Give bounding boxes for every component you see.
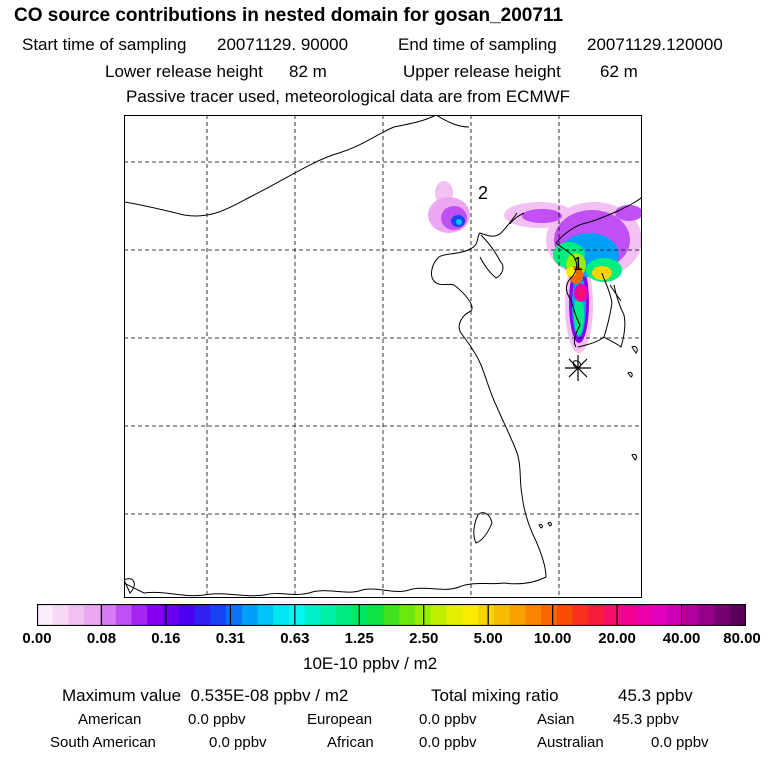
colorbar-cell bbox=[667, 604, 684, 626]
region-value-african: 0.0 ppbv bbox=[419, 734, 477, 751]
colorbar-cell bbox=[352, 604, 369, 626]
colorbar-cell bbox=[462, 604, 479, 626]
region-name-asian: Asian bbox=[537, 711, 575, 728]
colorbar-cell bbox=[163, 604, 180, 626]
colorbar-cell bbox=[478, 604, 495, 626]
max-value-line: Maximum value 0.535E-08 ppbv / m2 bbox=[62, 686, 348, 706]
region-value-european: 0.0 ppbv bbox=[419, 711, 477, 728]
end-time-label: End time of sampling bbox=[398, 35, 557, 54]
max-value-label: Maximum value bbox=[62, 686, 182, 705]
plume-1 bbox=[504, 202, 642, 353]
colorbar-cell bbox=[651, 604, 668, 626]
start-time-label: Start time of sampling bbox=[22, 35, 187, 54]
colorbar-cell bbox=[509, 604, 527, 626]
colorbar-cell bbox=[619, 604, 637, 626]
colorbar-cell bbox=[115, 604, 133, 626]
colorbar-cell bbox=[131, 604, 148, 626]
region-name-south-american: South American bbox=[50, 734, 156, 751]
plot-title: CO source contributions in nested domain… bbox=[14, 5, 564, 26]
colorbar-cell bbox=[493, 604, 511, 626]
colorbar bbox=[37, 604, 746, 626]
region-value-australian: 0.0 ppbv bbox=[651, 734, 709, 751]
asterisk-icon bbox=[565, 355, 591, 381]
colorbar-cell bbox=[100, 604, 117, 626]
colorbar-cell bbox=[84, 604, 101, 626]
colorbar-cell bbox=[430, 604, 448, 626]
colorbar-cell bbox=[304, 604, 322, 626]
colorbar-tick-label: 40.00 bbox=[662, 630, 701, 647]
colorbar-cell bbox=[525, 604, 542, 626]
colorbar-cell bbox=[730, 604, 746, 626]
total-mixing-label: Total mixing ratio bbox=[431, 686, 559, 705]
colorbar-cell bbox=[289, 604, 306, 626]
colorbar-tick-label: 5.00 bbox=[473, 630, 503, 647]
region-name-african: African bbox=[327, 734, 374, 751]
colorbar-cell bbox=[541, 604, 558, 626]
map-gridlines bbox=[124, 115, 642, 598]
region-name-american: American bbox=[78, 711, 142, 728]
colorbar-tick-label: 0.16 bbox=[151, 630, 181, 647]
colorbar-tick-label: 0.00 bbox=[22, 630, 52, 647]
colorbar-tick-label: 2.50 bbox=[409, 630, 439, 647]
coastlines bbox=[124, 115, 642, 597]
colorbar-tick-label: 0.63 bbox=[280, 630, 310, 647]
colorbar-tick-label: 0.08 bbox=[86, 630, 117, 647]
colorbar-cell bbox=[241, 604, 259, 626]
colorbar-cell bbox=[556, 604, 574, 626]
plume-2 bbox=[428, 181, 470, 233]
colorbar-cell bbox=[68, 604, 85, 626]
upper-height-label: Upper release height bbox=[403, 62, 561, 81]
colorbar-units: 10E-10 ppbv / m2 bbox=[303, 654, 438, 673]
colorbar-cell bbox=[698, 604, 716, 626]
colorbar-cell bbox=[210, 604, 227, 626]
colorbar-tick-label: 80.00 bbox=[723, 630, 761, 647]
colorbar-cell bbox=[257, 604, 274, 626]
colorbar-cell bbox=[446, 604, 463, 626]
colorbar-tick-label: 10.00 bbox=[533, 630, 572, 647]
colorbar-cell bbox=[399, 604, 416, 626]
start-time-value: 20071129. 90000 bbox=[217, 35, 349, 54]
colorbar-cell bbox=[588, 604, 605, 626]
region-label-2: 2 bbox=[478, 183, 488, 203]
colorbar-cell bbox=[226, 604, 243, 626]
colorbar-cell bbox=[635, 604, 653, 626]
lower-height-label: Lower release height bbox=[105, 62, 263, 81]
colorbar-cell bbox=[714, 604, 731, 626]
colorbar-cells bbox=[37, 604, 746, 626]
colorbar-cell bbox=[194, 604, 211, 626]
colorbar-cell bbox=[367, 604, 385, 626]
colorbar-cell bbox=[572, 604, 590, 626]
lower-height-value: 82 m bbox=[289, 62, 327, 81]
map-panel: 2 1 bbox=[124, 115, 642, 598]
colorbar-cell bbox=[336, 604, 353, 626]
colorbar-tick-label: 0.31 bbox=[215, 630, 245, 647]
upper-height-value: 62 m bbox=[600, 62, 638, 81]
colorbar-cell bbox=[52, 604, 70, 626]
colorbar-cell bbox=[37, 604, 54, 626]
total-mixing-value: 45.3 ppbv bbox=[618, 686, 693, 705]
colorbar-tick-label: 1.25 bbox=[344, 630, 374, 647]
colorbar-tick-label: 20.00 bbox=[598, 630, 636, 647]
region-name-australian: Australian bbox=[537, 734, 604, 751]
colorbar-cell bbox=[273, 604, 290, 626]
tracer-note: Passive tracer used, meteorological data… bbox=[126, 87, 571, 106]
region-name-european: European bbox=[307, 711, 373, 728]
region-value-south-american: 0.0 ppbv bbox=[209, 734, 267, 751]
region-value-asian: 45.3 ppbv bbox=[613, 711, 679, 728]
colorbar-cell bbox=[682, 604, 700, 626]
colorbar-separators bbox=[100, 604, 683, 626]
colorbar-cell bbox=[604, 604, 621, 626]
colorbar-cell bbox=[383, 604, 400, 626]
colorbar-cell bbox=[320, 604, 337, 626]
colorbar-cell bbox=[147, 604, 164, 626]
end-time-value: 20071129.120000 bbox=[587, 35, 723, 54]
region-value-american: 0.0 ppbv bbox=[188, 711, 246, 728]
region-label-1: 1 bbox=[573, 254, 583, 274]
colorbar-frame bbox=[37, 604, 746, 626]
max-value: 0.535E-08 ppbv / m2 bbox=[190, 686, 349, 705]
map-frame bbox=[124, 115, 642, 598]
colorbar-cell bbox=[178, 604, 196, 626]
